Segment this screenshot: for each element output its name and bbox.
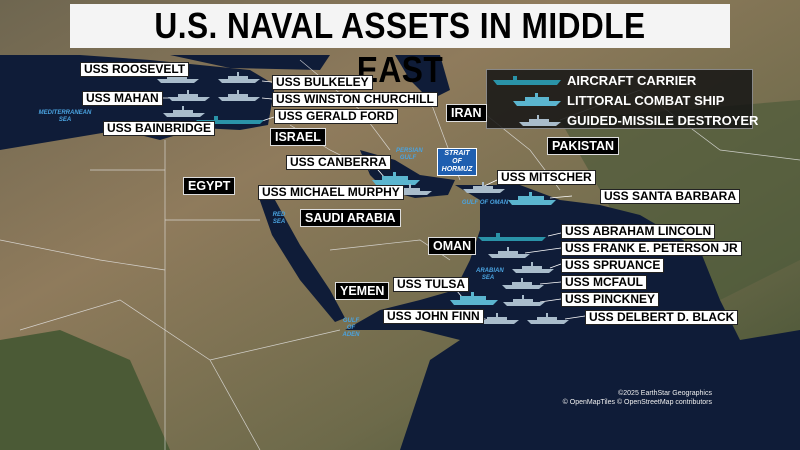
water-arabian-sea: ARABIAN SEA — [476, 268, 504, 281]
littoral-combat-ship-icon — [508, 192, 556, 205]
country-iran: IRAN — [446, 104, 487, 122]
black-sea — [170, 55, 330, 70]
guided-missile-destroyer-icon — [527, 313, 569, 324]
label-uss-pinckney: USS PINCKNEY — [561, 292, 660, 307]
country-egypt: EGYPT — [183, 177, 236, 195]
label-uss-bulkeley: USS BULKELEY — [272, 75, 373, 90]
strait-of-hormuz-label: STRAIT OF HORMUZ — [437, 148, 477, 176]
guided-missile-destroyer-icon — [488, 247, 530, 258]
guided-missile-destroyer-icon — [477, 313, 519, 324]
guided-missile-destroyer-icon — [163, 106, 205, 117]
guided-missile-destroyer-icon — [168, 90, 210, 101]
guided-missile-destroyer-icon — [218, 72, 260, 83]
guided-missile-destroyer-icon — [218, 90, 260, 101]
attribution-earthstar: ©2025 EarthStar Geographics — [618, 390, 712, 397]
label-uss-santa-barbara: USS SANTA BARBARA — [600, 189, 740, 204]
label-uss-bainbridge: USS BAINBRIDGE — [103, 121, 216, 136]
label-uss-tulsa: USS TULSA — [393, 277, 470, 292]
label-uss-delbert-d-black: USS DELBERT D. BLACK — [585, 310, 739, 325]
aircraft-carrier-icon — [493, 76, 561, 85]
label-uss-spruance: USS SPRUANCE — [561, 258, 665, 273]
guided-missile-destroyer-icon — [512, 262, 554, 273]
legend-aircraft-carrier: AIRCRAFT CARRIER — [487, 70, 752, 90]
country-yemen: YEMEN — [335, 282, 390, 300]
label-uss-mcfaul: USS MCFAUL — [561, 275, 647, 290]
guided-missile-destroyer-icon — [463, 182, 505, 193]
label-uss-michael-murphy: USS MICHAEL MURPHY — [258, 185, 404, 200]
country-pakistan: PAKISTAN — [547, 137, 620, 155]
guided-missile-destroyer-icon — [157, 72, 199, 83]
water-red-sea: RED SEA — [272, 212, 286, 225]
guided-missile-destroyer-icon — [519, 115, 561, 126]
guided-missile-destroyer-icon — [503, 295, 545, 306]
country-saudi-arabia: SAUDI ARABIA — [300, 209, 401, 227]
country-oman: OMAN — [428, 237, 477, 255]
label-uss-mitscher: USS MITSCHER — [497, 170, 596, 185]
water-mediterranean-sea: MEDITERRANEAN SEA — [38, 110, 92, 123]
land-africa-green — [0, 330, 170, 450]
legend-littoral-combat-ship: LITTORAL COMBAT SHIP — [487, 90, 752, 110]
water-gulf-of-oman: GULF OF OMAN — [461, 200, 509, 206]
label-uss-frank-e-peterson-jr: USS FRANK E. PETERSON JR — [561, 241, 742, 256]
littoral-combat-ship-icon — [513, 93, 561, 106]
caspian-sea — [395, 55, 450, 100]
label-uss-abraham-lincoln: USS ABRAHAM LINCOLN — [561, 224, 716, 239]
water-persian-gulf: PERSIAN GULF — [396, 148, 423, 161]
label-uss-gerald-ford: USS GERALD FORD — [274, 109, 399, 124]
page-title: U.S. NAVAL ASSETS IN MIDDLE EAST — [70, 4, 730, 90]
legend: AIRCRAFT CARRIER LITTORAL COMBAT SHIP GU… — [486, 69, 758, 130]
label-uss-mahan: USS MAHAN — [82, 91, 163, 106]
water-gulf-of-aden: GULF OF ADEN — [342, 318, 360, 338]
label-uss-john-finn: USS JOHN FINN — [383, 309, 484, 324]
label-uss-canberra: USS CANBERRA — [286, 155, 391, 170]
red-sea — [258, 195, 345, 322]
country-israel: ISRAEL — [270, 128, 326, 146]
littoral-combat-ship-icon — [372, 172, 420, 185]
label-uss-winston-churchill: USS WINSTON CHURCHILL — [272, 92, 438, 107]
littoral-combat-ship-icon — [450, 292, 498, 305]
guided-missile-destroyer-icon — [502, 278, 544, 289]
label-uss-roosevelt: USS ROOSEVELT — [80, 62, 190, 77]
attribution-openmaptiles: © OpenMapTiles © OpenStreetMap contribut… — [562, 399, 712, 406]
aircraft-carrier-icon — [478, 233, 546, 241]
legend-guided-missile-destroyer: GUIDED-MISSILE DESTROYER — [487, 110, 758, 130]
